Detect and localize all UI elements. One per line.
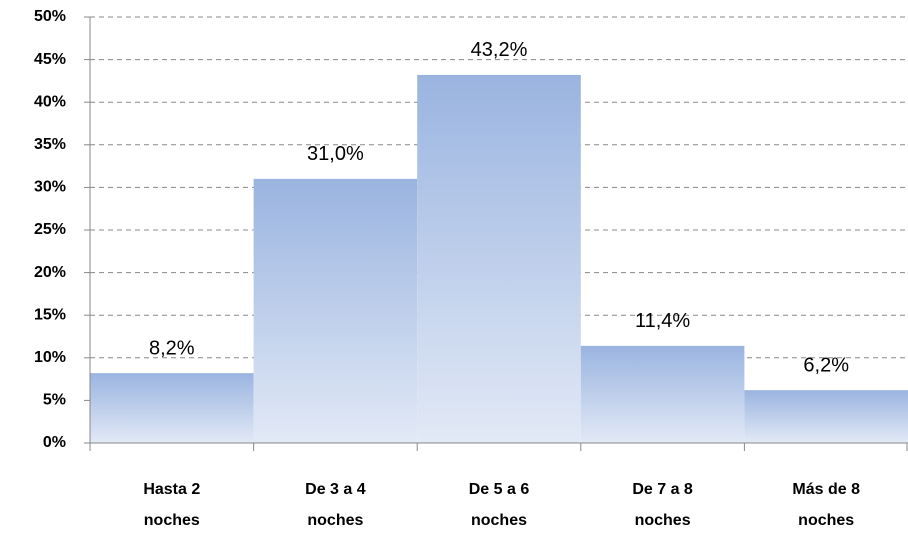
x-tick-label: De 3 a 4 noches xyxy=(305,481,366,529)
y-tick-label: 35% xyxy=(34,136,66,153)
bar xyxy=(253,178,418,443)
x-tick-label: Hasta 2 noches xyxy=(143,481,201,529)
bar xyxy=(580,345,745,443)
bar xyxy=(744,390,908,443)
data-label: 31,0% xyxy=(307,143,364,165)
data-label: 11,4% xyxy=(635,310,690,332)
x-tick-label: Más de 8 noches xyxy=(792,481,860,529)
y-tick-label: 40% xyxy=(34,93,66,110)
bar xyxy=(417,74,581,443)
x-tick-label: De 7 a 8 noches xyxy=(632,481,693,529)
y-tick-label: 25% xyxy=(34,221,66,238)
y-tick-label: 15% xyxy=(34,306,66,323)
x-tick-label: De 5 a 6 noches xyxy=(468,481,530,529)
y-tick-label: 50% xyxy=(34,8,66,25)
y-tick-label: 30% xyxy=(34,179,66,196)
y-tick-label: 0% xyxy=(43,434,66,451)
y-tick-label: 10% xyxy=(34,349,66,366)
bar xyxy=(90,373,254,443)
y-tick-label: 45% xyxy=(34,51,66,68)
data-label: 43,2% xyxy=(471,39,528,61)
y-tick-label: 5% xyxy=(43,392,66,409)
data-label: 8,2% xyxy=(149,337,195,359)
y-tick-label: 20% xyxy=(34,264,66,281)
data-label: 6,2% xyxy=(803,354,849,376)
